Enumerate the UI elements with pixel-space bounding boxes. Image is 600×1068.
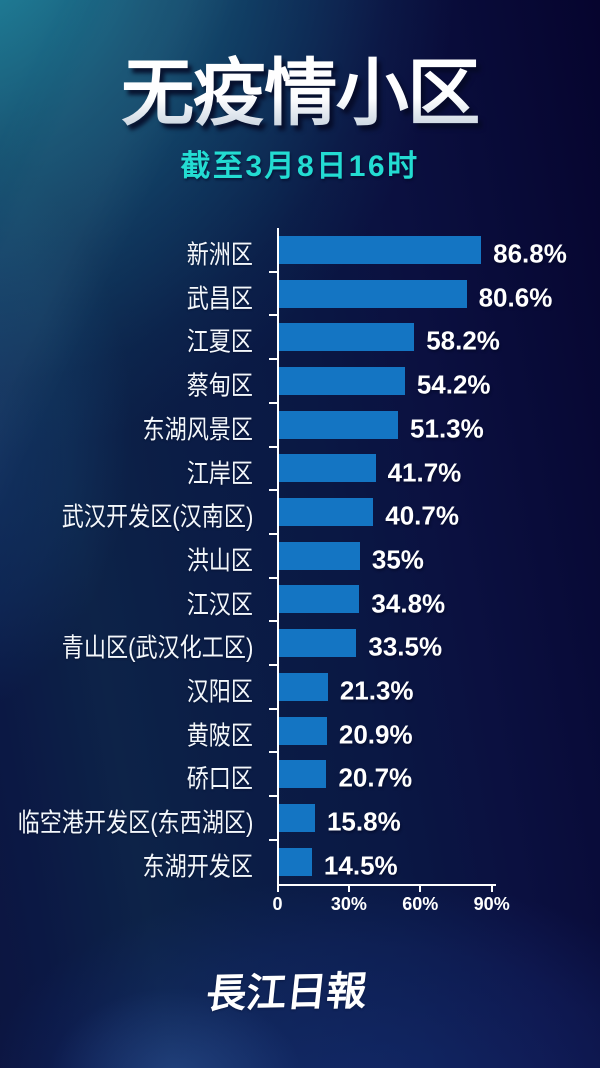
- page-subtitle: 截至3月8日16时: [180, 150, 420, 183]
- y-axis-tick: [269, 576, 278, 579]
- value-label: 54.2%: [416, 369, 491, 400]
- category-label: 汉阳区: [187, 676, 254, 707]
- category-label: 黄陂区: [187, 720, 254, 751]
- bar: [278, 672, 328, 701]
- bar: [278, 235, 482, 264]
- bar: [278, 585, 360, 614]
- category-label: 江夏区: [187, 326, 254, 357]
- y-axis-tick: [269, 314, 278, 317]
- category-label: 新洲区: [187, 239, 254, 270]
- y-axis-tick: [269, 620, 278, 623]
- category-label: 江汉区: [187, 589, 254, 620]
- x-axis-tick: [276, 886, 279, 892]
- value-label: 41.7%: [387, 456, 462, 487]
- value-label: 40.7%: [385, 500, 459, 531]
- value-label: 86.8%: [493, 238, 567, 269]
- category-label: 洪山区: [187, 545, 254, 576]
- value-label: 51.3%: [410, 413, 484, 444]
- y-axis-tick: [269, 532, 278, 535]
- category-label: 武昌区: [187, 283, 254, 314]
- bar: [278, 366, 405, 395]
- bar: [278, 803, 315, 832]
- y-axis-line: [276, 228, 279, 886]
- bar: [278, 716, 327, 745]
- value-label: 15.8%: [326, 806, 401, 837]
- y-axis-tick: [269, 664, 278, 666]
- y-axis-tick: [269, 707, 278, 710]
- value-label: 33.5%: [368, 631, 443, 662]
- value-label: 20.7%: [338, 762, 413, 793]
- x-axis-line: [276, 883, 496, 886]
- publisher-logo: 長江日報: [204, 969, 370, 1017]
- y-axis-tick: [269, 489, 278, 492]
- bar: [278, 760, 327, 789]
- y-axis-tick: [269, 270, 278, 273]
- value-label: 34.8%: [371, 588, 446, 619]
- bar: [278, 410, 399, 439]
- x-axis-tick-label: 60%: [402, 894, 439, 914]
- x-axis-tick-label: 90%: [473, 894, 510, 914]
- x-axis-tick-label: 0: [272, 894, 283, 914]
- category-label: 青山区(武汉化工区): [61, 632, 254, 663]
- category-label: 武汉开发区(汉南区): [61, 501, 254, 532]
- x-axis-tick: [347, 886, 350, 892]
- bar: [278, 847, 312, 876]
- bar: [278, 498, 374, 527]
- y-axis-tick: [269, 838, 278, 841]
- y-axis-tick: [269, 445, 278, 448]
- y-axis-tick: [269, 358, 278, 361]
- bar: [278, 629, 357, 658]
- category-label: 东湖风景区: [142, 414, 254, 445]
- value-label: 21.3%: [339, 675, 414, 706]
- value-label: 58.2%: [426, 325, 500, 356]
- value-label: 35%: [371, 544, 424, 575]
- category-label: 蔡甸区: [187, 370, 254, 401]
- bar: [278, 323, 415, 352]
- bar: [278, 541, 360, 570]
- category-label: 临空港开发区(东西湖区): [17, 807, 254, 838]
- category-label: 硚口区: [187, 763, 254, 794]
- x-axis-tick: [419, 886, 422, 892]
- value-label: 14.5%: [323, 850, 398, 881]
- bar: [278, 279, 467, 308]
- bar: [278, 454, 376, 483]
- x-axis-tick: [490, 886, 493, 892]
- page-title: 无疫情小区: [0, 51, 600, 137]
- x-axis-tick-label: 30%: [330, 894, 367, 914]
- value-label: 20.9%: [338, 719, 413, 750]
- value-label: 80.6%: [478, 282, 553, 313]
- category-label: 江岸区: [187, 458, 254, 489]
- y-axis-tick: [269, 401, 278, 404]
- y-axis-tick: [269, 751, 278, 754]
- category-label: 东湖开发区: [142, 851, 254, 882]
- y-axis-tick: [269, 795, 278, 798]
